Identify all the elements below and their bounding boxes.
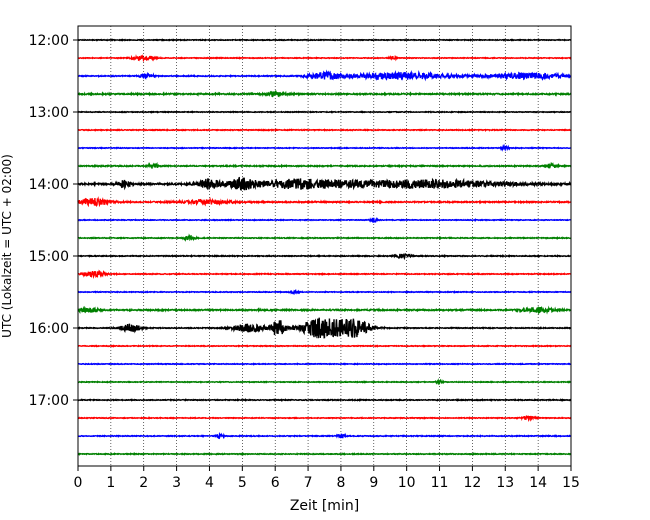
x-tick-label: 13 (496, 475, 514, 491)
x-tick-label: 12 (463, 475, 481, 491)
trace-line-row-12 (77, 252, 572, 261)
y-tick-label: 17:00 (29, 393, 69, 409)
x-axis-title: Zeit [min] (290, 498, 359, 514)
x-axis-ticks: 0 1 2 3 4 5 6 7 8 9 10 11 12 13 14 15 (74, 466, 580, 491)
trace-line-row-10 (77, 217, 572, 224)
x-grid-lines (110, 26, 539, 466)
trace-line-row-0 (77, 38, 572, 42)
x-tick-label: 9 (369, 475, 378, 491)
trace-line-row-17 (77, 344, 572, 348)
trace-line-row-20 (77, 398, 572, 403)
x-tick-label: 10 (398, 475, 416, 491)
y-tick-label: 16:00 (29, 321, 69, 337)
y-axis-ticks: 12:00 13:00 14:00 15:00 16:00 17:00 (29, 33, 78, 409)
x-tick-label: 11 (431, 475, 449, 491)
trace-line-row-4 (77, 110, 572, 114)
x-tick-label: 2 (139, 475, 148, 491)
x-tick-label: 3 (172, 475, 181, 491)
trace-line-row-23 (77, 451, 572, 456)
trace-line-row-6 (77, 143, 572, 152)
y-axis-title: UTC (Lokalzeit = UTC + 02:00) (0, 154, 14, 338)
trace-line-row-7 (77, 161, 572, 169)
trace-line-row-8 (77, 176, 572, 192)
x-tick-label: 0 (74, 475, 83, 491)
trace-line-row-16 (77, 317, 572, 339)
trace-line-row-5 (77, 127, 572, 133)
seismic-traces (77, 38, 572, 456)
trace-line-row-11 (77, 233, 572, 243)
x-tick-label: 5 (238, 475, 247, 491)
trace-line-row-2 (77, 69, 572, 82)
trace-line-row-18 (77, 362, 572, 366)
trace-line-row-14 (77, 289, 572, 296)
x-tick-label: 8 (336, 475, 345, 491)
trace-line-row-19 (77, 377, 572, 386)
y-tick-label: 14:00 (29, 177, 69, 193)
x-tick-label: 4 (205, 475, 214, 491)
trace-line-row-13 (77, 269, 572, 279)
x-tick-label: 14 (529, 475, 547, 491)
trace-line-row-21 (77, 415, 572, 423)
plot-frame (77, 25, 572, 467)
trace-line-row-3 (77, 89, 572, 98)
trace-line-row-15 (77, 305, 572, 315)
y-tick-label: 15:00 (29, 249, 69, 265)
x-tick-label: 6 (271, 475, 280, 491)
x-tick-label: 7 (304, 475, 313, 491)
x-tick-label: 15 (562, 475, 580, 491)
y-tick-label: 12:00 (29, 33, 69, 49)
x-tick-label: 1 (106, 475, 115, 491)
trace-line-row-22 (77, 431, 572, 440)
y-tick-label: 13:00 (29, 105, 69, 121)
trace-line-row-9 (77, 196, 572, 208)
trace-line-row-1 (77, 54, 572, 63)
